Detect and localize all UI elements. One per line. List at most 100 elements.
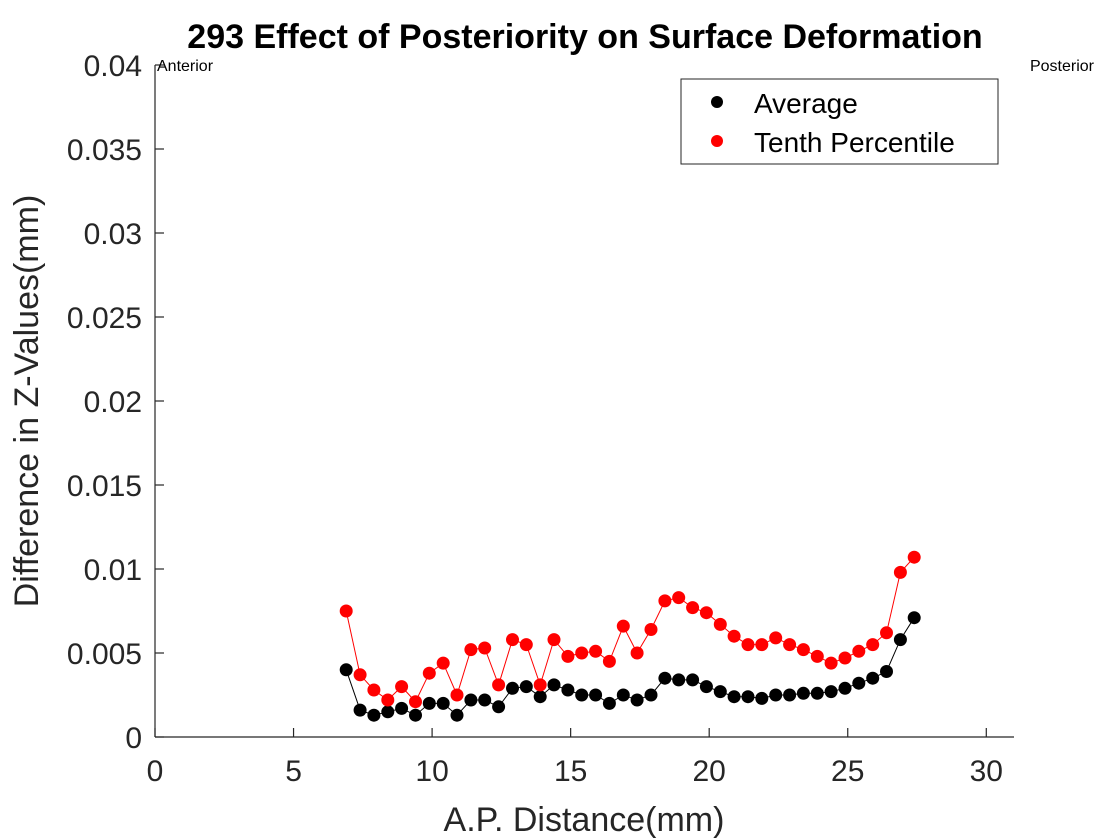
data-point-tenth-percentile [769,631,783,645]
x-axis-label: A.P. Distance(mm) [444,801,725,839]
data-point-tenth-percentile [810,649,824,663]
data-point-average [575,688,589,702]
data-point-average [769,688,783,702]
data-point-average [339,663,353,677]
data-point-tenth-percentile [630,646,644,660]
y-tick-label: 0.01 [84,554,142,587]
data-point-average [519,680,533,694]
data-point-tenth-percentile [783,638,797,652]
data-point-tenth-percentile [852,644,866,658]
data-point-average [880,665,893,678]
data-point-tenth-percentile [644,623,658,636]
data-point-average [353,703,367,717]
legend-label-tenth-percentile: Tenth Percentile [754,127,955,158]
y-tick-label: 0.035 [67,134,142,167]
data-point-average [783,688,797,702]
data-point-tenth-percentile [464,643,478,657]
data-point-tenth-percentile [395,680,409,694]
data-point-tenth-percentile [506,633,519,647]
data-point-average [506,681,519,695]
legend-box [680,78,999,165]
data-point-tenth-percentile [492,678,506,692]
data-point-tenth-percentile [409,695,422,709]
data-point-average [713,685,727,699]
data-point-tenth-percentile [880,626,893,640]
data-point-tenth-percentile [422,666,436,680]
data-point-tenth-percentile [478,641,492,655]
data-point-tenth-percentile [699,606,713,620]
data-point-average [367,708,381,722]
x-tick-label: 0 [147,755,164,788]
data-point-tenth-percentile [436,656,450,670]
y-tick-label: 0.025 [67,302,142,335]
x-tick-label: 10 [415,755,448,788]
data-point-tenth-percentile [367,683,381,697]
annotation-anterior: Anterior [157,58,214,75]
data-point-tenth-percentile [339,604,353,618]
data-point-tenth-percentile [353,668,367,682]
data-point-average [561,683,575,697]
data-point-average [492,700,506,714]
data-point-average [893,633,907,647]
data-point-average [852,676,866,690]
data-point-average [547,678,561,692]
legend-marker-tenth-percentile [711,135,723,147]
data-point-tenth-percentile [450,688,464,702]
data-point-average [796,686,810,700]
data-point-average [436,696,450,710]
data-point-average [838,681,852,695]
data-point-tenth-percentile [561,649,575,663]
data-point-average [658,671,672,685]
y-tick-label: 0 [125,722,142,755]
legend: Average Tenth Percentile [680,78,999,165]
data-point-tenth-percentile [755,638,769,652]
data-point-average [755,691,769,705]
data-point-tenth-percentile [658,594,672,608]
x-tick-label: 25 [831,755,864,788]
data-point-tenth-percentile [907,550,921,564]
legend-label-average: Average [754,88,858,119]
y-axis-label: Difference in Z-Values(mm) [8,195,46,608]
data-point-average [630,693,644,707]
chart-title: 293 Effect of Posteriority on Surface De… [187,18,982,56]
data-point-tenth-percentile [616,619,630,633]
data-point-tenth-percentile [519,638,533,652]
series-average [339,611,921,722]
data-point-average [602,696,616,710]
annotation-posterior: Posterior [1030,58,1095,75]
data-point-tenth-percentile [838,651,852,665]
data-point-average [409,708,422,722]
series-layer [339,550,921,722]
data-point-tenth-percentile [727,629,741,643]
data-point-tenth-percentile [381,693,395,707]
data-point-tenth-percentile [589,644,603,658]
data-point-average [907,611,921,625]
data-point-tenth-percentile [893,565,907,579]
data-point-tenth-percentile [824,656,838,670]
data-point-tenth-percentile [602,654,616,668]
data-point-average [381,705,395,719]
data-point-average [533,690,547,704]
data-point-average [616,688,630,702]
data-point-tenth-percentile [575,646,589,660]
data-point-average [686,673,700,687]
x-tick-label: 30 [970,755,1003,788]
data-point-tenth-percentile [533,678,547,692]
data-point-average [450,708,464,722]
data-point-tenth-percentile [796,643,810,657]
data-point-average [672,673,686,687]
y-tick-label: 0.04 [84,50,142,83]
y-tick-label: 0.02 [84,386,142,419]
y-tick-label: 0.03 [84,218,142,251]
legend-marker-average [711,96,723,108]
data-point-tenth-percentile [713,617,727,631]
x-tick-label: 15 [554,755,587,788]
data-point-tenth-percentile [686,601,700,615]
data-point-average [422,696,436,710]
data-point-average [727,690,741,704]
y-tick-label: 0.005 [67,638,142,671]
data-point-average [866,671,880,685]
ticks: 0 5 10 15 20 25 30 0 0.005 0.01 0.015 0.02 0.025 0.03… [67,50,1003,788]
data-point-average [699,680,713,694]
